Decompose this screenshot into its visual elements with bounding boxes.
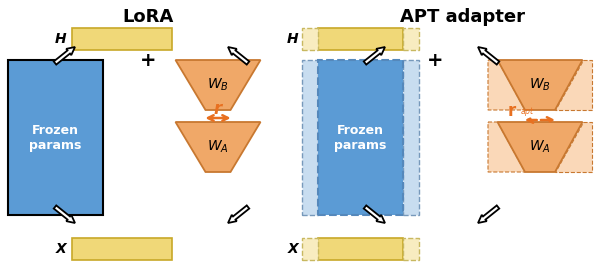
Bar: [302, 238, 318, 260]
Text: $\mathbf{r}$: $\mathbf{r}$: [507, 102, 517, 120]
Text: X: X: [55, 242, 66, 256]
Polygon shape: [54, 205, 75, 223]
Polygon shape: [478, 205, 499, 223]
Text: $W_A$: $W_A$: [529, 139, 551, 155]
Bar: [318, 28, 403, 50]
Polygon shape: [228, 205, 249, 223]
Polygon shape: [364, 205, 385, 223]
Bar: [318, 60, 403, 215]
Polygon shape: [497, 122, 582, 172]
Polygon shape: [555, 60, 592, 110]
Text: Frozen
params: Frozen params: [334, 123, 387, 151]
Polygon shape: [478, 47, 499, 65]
Bar: [302, 60, 318, 215]
Text: H: H: [286, 32, 298, 46]
Text: $_{apt}$: $_{apt}$: [520, 106, 535, 120]
Bar: [403, 28, 419, 50]
Bar: [72, 28, 172, 50]
Text: +: +: [427, 50, 443, 69]
Bar: [72, 238, 172, 260]
Bar: [8, 60, 103, 215]
Text: X: X: [287, 242, 298, 256]
Polygon shape: [364, 47, 385, 65]
Polygon shape: [555, 122, 592, 172]
Bar: [302, 28, 318, 50]
Polygon shape: [176, 122, 260, 172]
Text: r: r: [214, 100, 222, 118]
Text: LoRA: LoRA: [122, 8, 174, 26]
Text: Frozen
params: Frozen params: [29, 123, 81, 151]
Text: $W_B$: $W_B$: [207, 77, 229, 93]
Text: APT adapter: APT adapter: [399, 8, 525, 26]
Bar: [403, 60, 419, 215]
Polygon shape: [176, 60, 260, 110]
Polygon shape: [488, 122, 525, 172]
Polygon shape: [488, 60, 525, 110]
Text: $W_B$: $W_B$: [529, 77, 551, 93]
Polygon shape: [497, 60, 582, 110]
Bar: [403, 238, 419, 260]
Polygon shape: [54, 47, 75, 65]
Text: +: +: [140, 50, 156, 69]
Bar: [318, 238, 403, 260]
Polygon shape: [228, 47, 249, 65]
Text: $W_A$: $W_A$: [207, 139, 229, 155]
Text: H: H: [54, 32, 66, 46]
